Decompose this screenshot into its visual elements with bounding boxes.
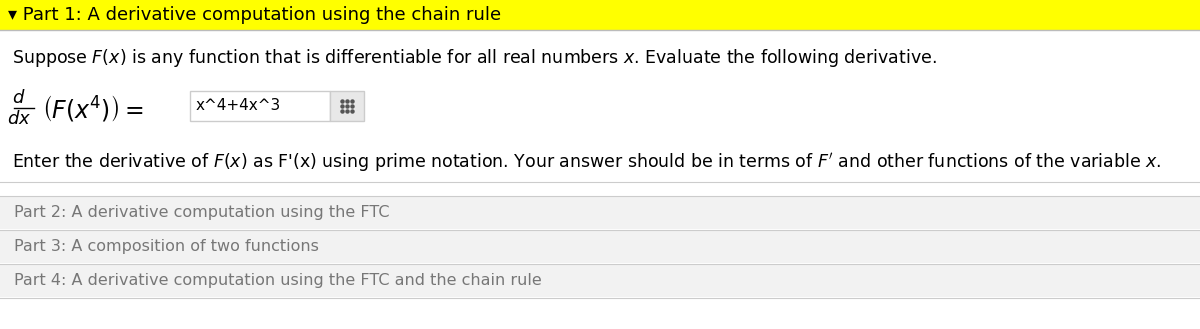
Text: Part 3: A composition of two functions: Part 3: A composition of two functions	[14, 239, 319, 254]
Text: $dx$: $dx$	[7, 110, 31, 128]
Text: x^4+4x^3: x^4+4x^3	[196, 98, 281, 114]
FancyBboxPatch shape	[330, 91, 364, 121]
FancyBboxPatch shape	[0, 196, 1200, 229]
FancyBboxPatch shape	[0, 0, 1200, 30]
Text: $\left(F(x^4)\right) =$: $\left(F(x^4)\right) =$	[42, 93, 144, 123]
FancyBboxPatch shape	[0, 230, 1200, 263]
FancyBboxPatch shape	[0, 264, 1200, 297]
Text: ▾ Part 1: A derivative computation using the chain rule: ▾ Part 1: A derivative computation using…	[8, 6, 502, 24]
FancyBboxPatch shape	[190, 91, 330, 121]
Text: Part 4: A derivative computation using the FTC and the chain rule: Part 4: A derivative computation using t…	[14, 273, 541, 288]
Text: $d$: $d$	[12, 89, 25, 107]
Text: Suppose $F(x)$ is any function that is differentiable for all real numbers $x$. : Suppose $F(x)$ is any function that is d…	[12, 47, 937, 69]
Text: Part 2: A derivative computation using the FTC: Part 2: A derivative computation using t…	[14, 205, 390, 220]
FancyBboxPatch shape	[0, 30, 1200, 329]
Text: Enter the derivative of $F(x)$ as F'(x) using prime notation. Your answer should: Enter the derivative of $F(x)$ as F'(x) …	[12, 150, 1162, 173]
